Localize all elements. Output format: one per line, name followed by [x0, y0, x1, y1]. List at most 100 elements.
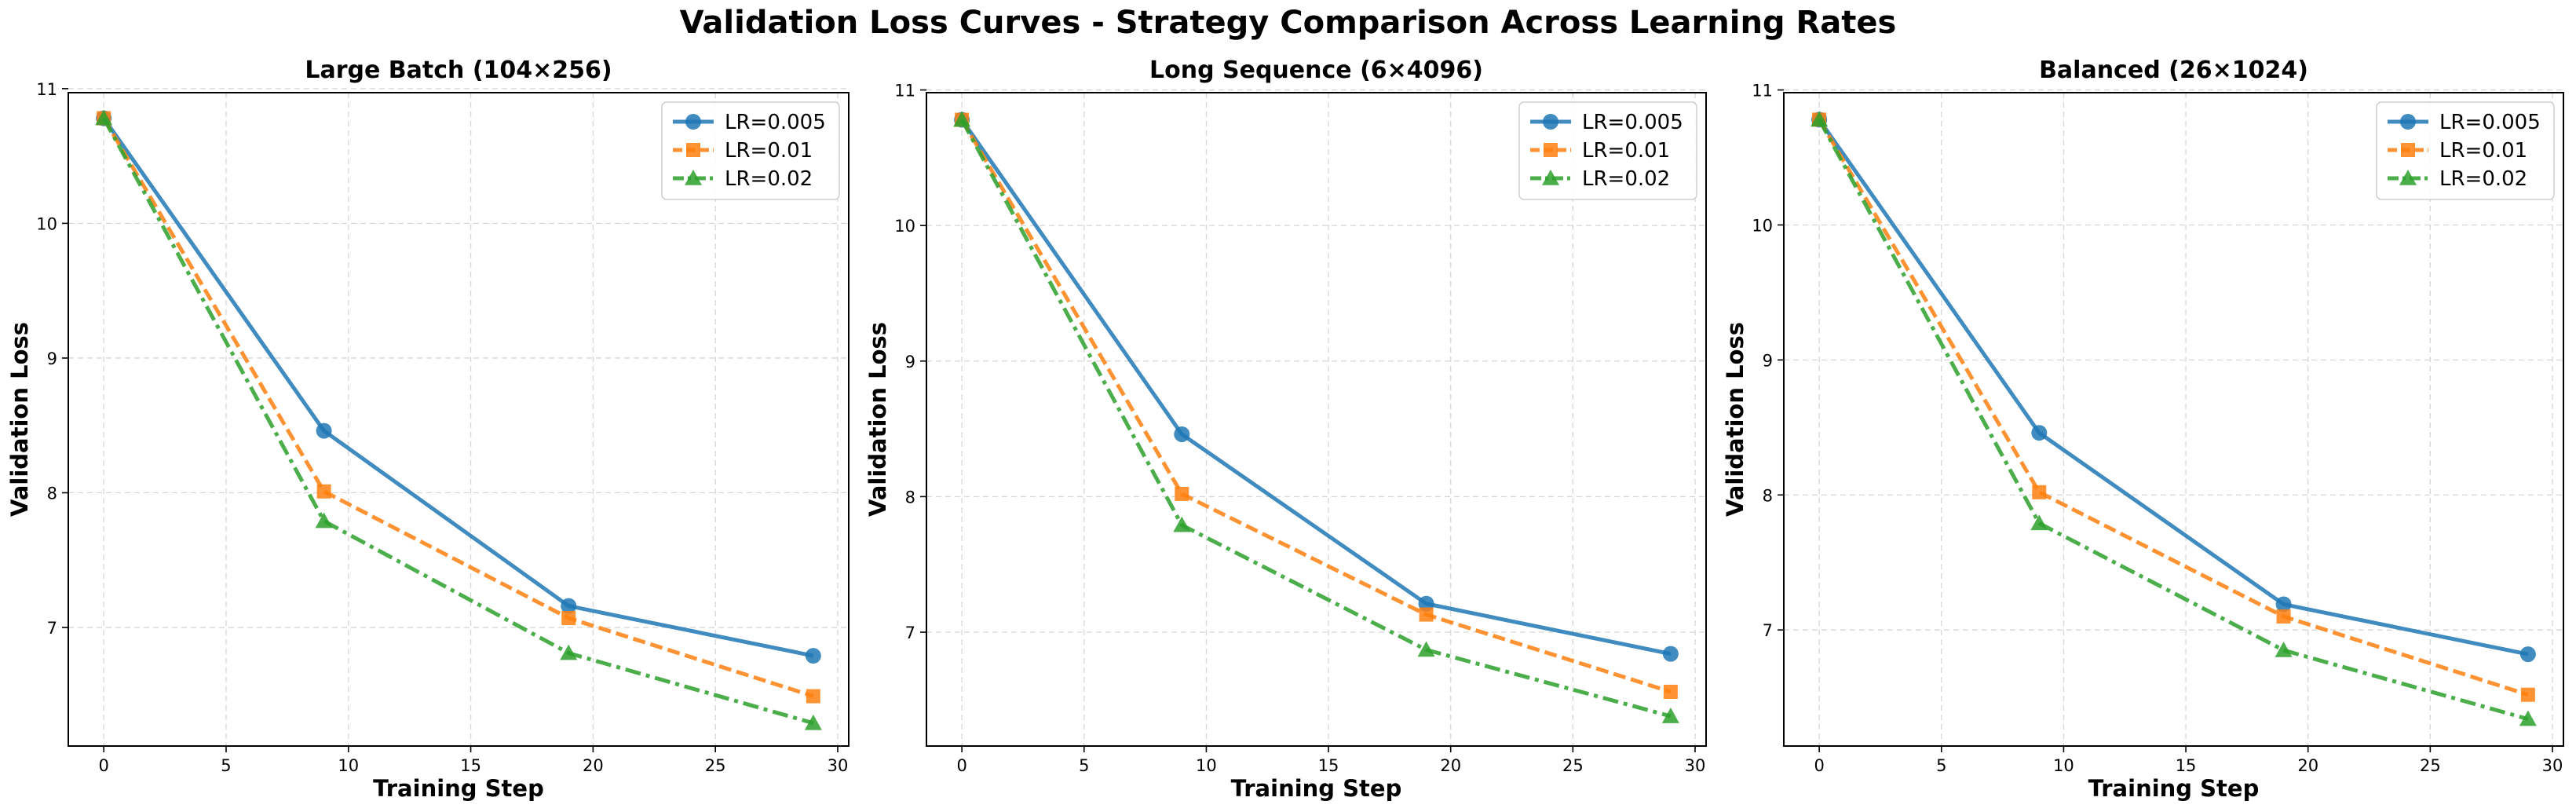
x-tick-label: 20 [1440, 756, 1461, 775]
data-point [804, 714, 822, 730]
data-point [1419, 607, 1434, 622]
y-axis-label: Validation Loss [6, 322, 33, 517]
legend-marker [1542, 170, 1559, 185]
data-point [1662, 646, 1679, 662]
data-point [2031, 425, 2048, 441]
x-tick-label: 25 [2420, 756, 2441, 775]
series-line-LR=0.01 [102, 117, 814, 698]
legend-label: LR=0.01 [725, 139, 813, 163]
x-tick-label: 10 [338, 756, 359, 775]
x-tick-label: 15 [460, 756, 481, 775]
x-tick-label: 30 [2542, 756, 2563, 775]
y-tick-label: 9 [905, 353, 915, 371]
x-tick-label: 20 [2297, 756, 2318, 775]
legend: LR=0.005 LR=0.01 LR=0.02 [661, 101, 840, 200]
legend-marker [2399, 170, 2417, 185]
data-point [2276, 609, 2291, 624]
x-tick-label: 5 [221, 756, 231, 775]
data-point [953, 111, 971, 127]
legend-label: LR=0.02 [1582, 167, 1670, 191]
x-tick-label: 10 [2053, 756, 2074, 775]
x-tick-label: 15 [1318, 756, 1339, 775]
data-point [1661, 708, 1679, 723]
legend-label: LR=0.005 [1582, 111, 1683, 134]
legend-label: LR=0.02 [2439, 167, 2527, 191]
series-line-LR=0.02 [959, 119, 1672, 719]
legend-label: LR=0.005 [725, 111, 826, 134]
data-point [315, 512, 333, 529]
y-axis-label: Validation Loss [864, 322, 891, 517]
x-tick-label: 0 [1814, 756, 1824, 775]
y-tick-label: 7 [47, 619, 57, 638]
data-point [1417, 641, 1435, 657]
legend: LR=0.005 LR=0.01 LR=0.02 [1518, 101, 1697, 200]
y-tick-label: 8 [47, 484, 57, 503]
x-tick-label: 5 [1079, 756, 1089, 775]
legend-marker [686, 143, 700, 157]
data-point [316, 422, 332, 439]
series-line-LR=0.01 [1817, 119, 2529, 697]
figure-title: Validation Loss Curves - Strategy Compar… [679, 5, 1897, 41]
plot-frame [926, 92, 1707, 747]
legend-marker [2400, 114, 2416, 130]
x-tick-label: 25 [1562, 756, 1584, 775]
legend-marker [685, 170, 702, 185]
legend-marker [685, 114, 701, 130]
data-point [2275, 596, 2292, 613]
x-tick-label: 30 [828, 756, 849, 775]
data-point [2519, 646, 2536, 663]
data-point [95, 109, 113, 126]
plot-frame [68, 92, 850, 747]
y-tick-label: 8 [1763, 486, 1773, 505]
data-point [1811, 111, 1829, 127]
x-axis-label: Training Step [1231, 775, 1402, 802]
subplot-2: 0 5 10 15 20 25 30 7 8 9 10 11 Long Sequence (6×4096… [864, 57, 1707, 802]
series-line-LR=0.01 [959, 119, 1672, 694]
legend-marker [1544, 143, 1558, 157]
series-line-LR=0.005 [102, 117, 814, 658]
legend-marker [2401, 143, 2415, 157]
legend-box [1518, 101, 1697, 200]
data-point [2519, 710, 2537, 726]
series-line-LR=0.02 [101, 117, 814, 726]
legend-label: LR=0.01 [2439, 139, 2527, 163]
subplot-title: Large Batch (104×256) [305, 57, 612, 84]
x-axis-label: Training Step [2088, 775, 2260, 802]
x-tick-label: 10 [1196, 756, 1217, 775]
y-tick-label: 10 [1752, 216, 1773, 235]
x-tick-label: 25 [705, 756, 726, 775]
series-line-LR=0.005 [1818, 118, 2529, 657]
legend-box [2376, 101, 2555, 200]
x-tick-label: 30 [1685, 756, 1706, 775]
y-tick-label: 7 [905, 624, 915, 642]
y-tick-label: 11 [894, 82, 915, 101]
data-point [2032, 485, 2047, 499]
legend-label: LR=0.005 [2439, 111, 2541, 134]
x-axis-label: Training Step [373, 775, 544, 802]
y-tick-label: 11 [36, 80, 57, 99]
legend: LR=0.005 LR=0.01 LR=0.02 [2376, 101, 2555, 200]
data-point [806, 689, 820, 704]
data-point [560, 644, 578, 660]
subplot-3: 0 5 10 15 20 25 30 7 8 9 10 11 Balanced (26×1024) Tra… [1722, 57, 2564, 802]
x-tick-label: 20 [583, 756, 604, 775]
data-point [2520, 687, 2535, 702]
y-axis-label: Validation Loss [1722, 322, 1748, 517]
subplot-title: Balanced (26×1024) [2039, 57, 2308, 84]
y-tick-label: 10 [894, 217, 915, 236]
y-tick-label: 10 [36, 214, 57, 233]
data-point [561, 598, 577, 614]
data-point [561, 611, 576, 626]
y-tick-label: 9 [1763, 351, 1773, 370]
legend-label: LR=0.02 [725, 167, 813, 191]
subplot-title: Long Sequence (6×4096) [1149, 57, 1483, 84]
plot-frame [1783, 92, 2564, 747]
data-point [316, 484, 331, 499]
data-point [1663, 684, 1678, 699]
series-line-LR=0.02 [1817, 119, 2529, 722]
data-point [2275, 641, 2293, 657]
x-tick-label: 0 [956, 756, 966, 775]
legend-label: LR=0.01 [1582, 139, 1670, 163]
data-point [2030, 514, 2048, 531]
